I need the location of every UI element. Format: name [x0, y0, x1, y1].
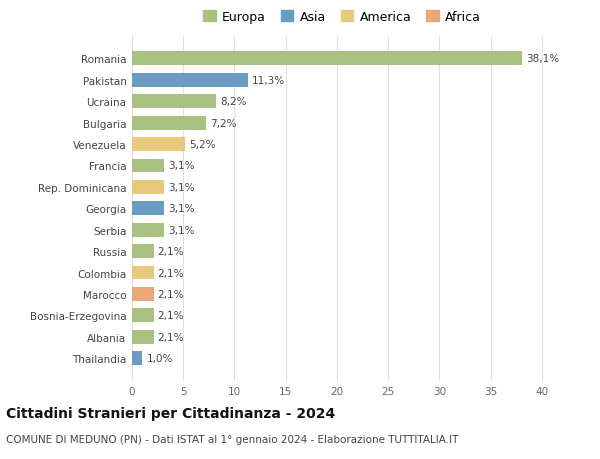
- Bar: [132, 287, 154, 301]
- Text: 2,1%: 2,1%: [158, 332, 184, 342]
- Text: 3,1%: 3,1%: [168, 225, 194, 235]
- Bar: [132, 330, 154, 344]
- Text: 1,0%: 1,0%: [146, 353, 173, 364]
- Text: Cittadini Stranieri per Cittadinanza - 2024: Cittadini Stranieri per Cittadinanza - 2…: [6, 406, 335, 420]
- Text: 3,1%: 3,1%: [168, 204, 194, 214]
- Bar: [132, 74, 248, 88]
- Text: COMUNE DI MEDUNO (PN) - Dati ISTAT al 1° gennaio 2024 - Elaborazione TUTTITALIA.: COMUNE DI MEDUNO (PN) - Dati ISTAT al 1°…: [6, 434, 458, 444]
- Bar: [132, 52, 522, 66]
- Bar: [132, 117, 206, 130]
- Text: 3,1%: 3,1%: [168, 161, 194, 171]
- Text: 8,2%: 8,2%: [220, 97, 247, 107]
- Legend: Europa, Asia, America, Africa: Europa, Asia, America, Africa: [203, 11, 481, 23]
- Text: 2,1%: 2,1%: [158, 311, 184, 321]
- Text: 2,1%: 2,1%: [158, 268, 184, 278]
- Bar: [132, 202, 164, 216]
- Text: 5,2%: 5,2%: [190, 140, 216, 150]
- Bar: [132, 352, 142, 365]
- Text: 11,3%: 11,3%: [252, 76, 285, 86]
- Text: 7,2%: 7,2%: [210, 118, 236, 129]
- Bar: [132, 159, 164, 173]
- Bar: [132, 223, 164, 237]
- Text: 2,1%: 2,1%: [158, 289, 184, 299]
- Bar: [132, 138, 185, 152]
- Text: 3,1%: 3,1%: [168, 183, 194, 192]
- Text: 2,1%: 2,1%: [158, 246, 184, 257]
- Bar: [132, 266, 154, 280]
- Bar: [132, 309, 154, 323]
- Text: 38,1%: 38,1%: [526, 54, 560, 64]
- Bar: [132, 95, 216, 109]
- Bar: [132, 245, 154, 258]
- Bar: [132, 180, 164, 195]
